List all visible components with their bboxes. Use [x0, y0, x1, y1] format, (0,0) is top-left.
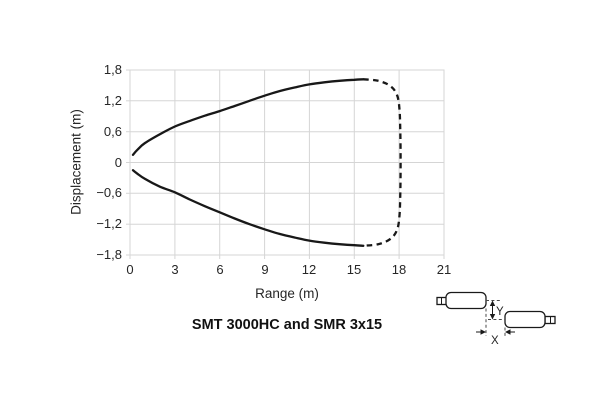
x-tick-label: 12: [301, 262, 317, 277]
y-tick-label: −1,2: [96, 216, 122, 231]
figure-title: SMT 3000HC and SMR 3x15: [191, 317, 383, 333]
left-transducer-body: [445, 291, 487, 310]
x-tick-label: 0: [126, 262, 134, 277]
y-tick-label: 1,8: [103, 62, 122, 77]
y-tick-label: 0: [114, 155, 122, 170]
dimension-arrows: [476, 300, 515, 335]
curve-beam-boundary-far-limit: [363, 78, 402, 247]
x-axis-title: Range (m): [255, 286, 319, 301]
x-tick-label: 18: [391, 262, 407, 277]
y-axis-title: Displacement (m): [68, 109, 84, 215]
diagram-y-offset-label: Y: [496, 306, 504, 318]
x-tick-label: 21: [436, 262, 452, 277]
y-tick-label: −0,6: [96, 185, 122, 200]
curve-beam-boundary-lower: [131, 169, 365, 247]
right-transducer-body: [504, 310, 546, 329]
x-tick-label: 6: [216, 262, 224, 277]
y-tick-label: 1,2: [103, 93, 122, 108]
grid-lines: [129, 69, 445, 256]
y-tick-label: 0,6: [103, 124, 122, 139]
diagram-x-offset-label: X: [491, 335, 499, 347]
axis-tick-marks: [126, 69, 445, 259]
x-tick-label: 9: [261, 262, 269, 277]
y-tick-label: −1,8: [96, 247, 122, 262]
x-tick-label: 15: [346, 262, 362, 277]
dimension-reference-lines: [485, 300, 506, 336]
beam-boundary-curves: [131, 78, 402, 247]
curve-beam-boundary-upper: [131, 78, 365, 156]
transducer-offset-diagram: [436, 291, 556, 329]
x-tick-label: 3: [171, 262, 179, 277]
